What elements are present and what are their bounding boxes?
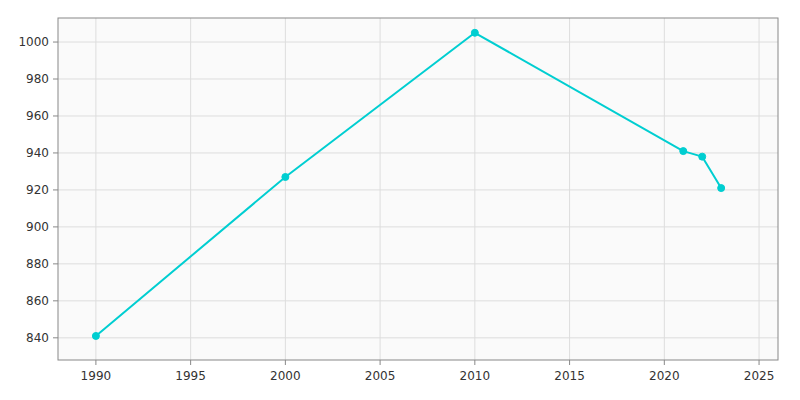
x-grid-line	[569, 18, 570, 360]
y-tick	[53, 300, 58, 301]
y-tick	[53, 42, 58, 43]
data-layer	[92, 29, 724, 339]
y-grid-line	[58, 115, 778, 116]
x-grid-line	[190, 18, 191, 360]
y-tick	[53, 263, 58, 264]
y-tick-label: 960	[26, 109, 49, 123]
y-tick-label: 980	[26, 72, 49, 86]
y-grid-line	[58, 263, 778, 264]
x-grid-line	[474, 18, 475, 360]
y-grid-line	[58, 152, 778, 153]
x-tick	[190, 360, 191, 365]
x-tick-label: 2020	[649, 369, 680, 383]
y-tick-label: 880	[26, 257, 49, 271]
x-tick-label: 2005	[365, 369, 396, 383]
x-tick	[759, 360, 760, 365]
x-grid-line	[380, 18, 381, 360]
x-tick-label: 1995	[175, 369, 206, 383]
line	[96, 33, 721, 336]
y-tick-label: 900	[26, 220, 49, 234]
x-tick-label: 2015	[554, 369, 585, 383]
y-tick	[53, 226, 58, 227]
x-tick	[380, 360, 381, 365]
x-tick-label: 2025	[744, 369, 775, 383]
y-tick-label: 840	[26, 331, 49, 345]
point	[282, 173, 289, 180]
plot-frame	[58, 18, 778, 360]
grid	[53, 18, 778, 365]
point	[471, 29, 478, 36]
point	[718, 185, 725, 192]
y-tick	[53, 79, 58, 80]
y-tick	[53, 337, 58, 338]
x-tick	[569, 360, 570, 365]
x-grid-line	[759, 18, 760, 360]
x-tick-label: 1990	[81, 369, 112, 383]
y-grid-line	[58, 189, 778, 190]
y-grid-line	[58, 42, 778, 43]
y-tick	[53, 189, 58, 190]
x-tick	[95, 360, 96, 365]
x-tick-label: 2000	[270, 369, 301, 383]
x-tick	[285, 360, 286, 365]
x-tick-label: 2010	[460, 369, 491, 383]
y-tick-label: 920	[26, 183, 49, 197]
point	[699, 153, 706, 160]
point	[92, 332, 99, 339]
y-tick-label: 1000	[18, 35, 49, 49]
y-tick	[53, 152, 58, 153]
y-grid-line	[58, 337, 778, 338]
tick-labels: 1990 1995 2000 2005 2010 2015 2020 2025 840 860 88…	[18, 35, 774, 383]
y-tick-label: 860	[26, 294, 49, 308]
y-tick-label: 940	[26, 146, 49, 160]
y-tick	[53, 115, 58, 116]
plot-background	[58, 18, 778, 360]
point	[680, 148, 687, 155]
x-tick	[664, 360, 665, 365]
chart-svg: 1990 1995 2000 2005 2010 2015 2020 2025 840 860 88…	[0, 0, 800, 400]
chart-container: 1990 1995 2000 2005 2010 2015 2020 2025 840 860 88…	[0, 0, 800, 400]
x-tick	[474, 360, 475, 365]
x-grid-line	[664, 18, 665, 360]
y-grid-line	[58, 79, 778, 80]
x-grid-line	[285, 18, 286, 360]
x-grid-line	[95, 18, 96, 360]
y-grid-line	[58, 226, 778, 227]
y-grid-line	[58, 300, 778, 301]
